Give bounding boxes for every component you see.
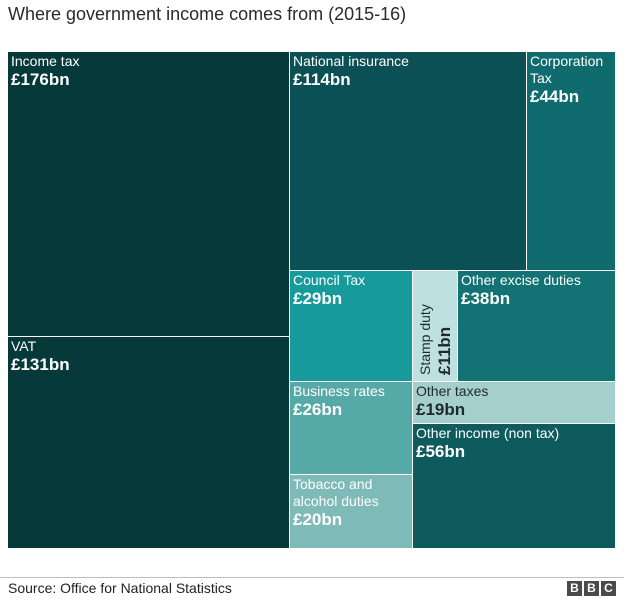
- cell-label-business-rates: Business rates: [293, 383, 385, 399]
- cell-national-insurance: National insurance£114bn: [290, 52, 526, 270]
- cell-value-vat: £131bn: [11, 355, 70, 374]
- cell-label-other-income-non-tax: Other income (non tax): [416, 425, 559, 441]
- cell-label-tobacco-and-alcohol-duties-line-1: Tobacco and: [293, 476, 372, 492]
- cell-label-national-insurance: National insurance: [293, 53, 409, 69]
- cell-rect-national-insurance: [290, 52, 526, 270]
- cell-label-other-taxes: Other taxes: [416, 383, 488, 399]
- cell-rect-corporation-tax: [527, 52, 615, 270]
- cell-label-stamp-duty: Stamp duty: [417, 304, 433, 375]
- cell-value-other-taxes: £19bn: [416, 400, 465, 419]
- chart-title: Where government income comes from (2015…: [8, 4, 407, 24]
- cell-value-income-tax: £176bn: [11, 70, 70, 89]
- cell-vat: VAT£131bn: [8, 337, 289, 548]
- cell-label-corporation-tax-line-1: Corporation: [530, 53, 603, 69]
- logo-letter-c: C: [601, 581, 616, 596]
- logo-letter-b1: B: [567, 581, 582, 596]
- cell-value-other-income-non-tax: £56bn: [416, 442, 465, 461]
- cell-other-income-non-tax: Other income (non tax)£56bn: [413, 424, 615, 548]
- cell-stamp-duty: Stamp duty £11bn: [413, 271, 457, 381]
- bbc-logo: B B C: [567, 581, 616, 596]
- cell-value-other-excise-duties: £38bn: [461, 289, 510, 308]
- cell-business-rates: Business rates£26bn: [290, 382, 412, 474]
- cell-rect-vat: [8, 337, 289, 548]
- cell-label-other-excise-duties: Other excise duties: [461, 272, 581, 288]
- cell-value-council-tax: £29bn: [293, 289, 342, 308]
- cell-council-tax: Council Tax£29bn: [290, 271, 412, 381]
- cell-rect-council-tax: [290, 271, 412, 381]
- cell-value-corporation-tax: £44bn: [530, 87, 579, 106]
- cell-value-business-rates: £26bn: [293, 400, 342, 419]
- logo-letter-b2: B: [584, 581, 599, 596]
- cell-rect-stamp-duty: [413, 271, 457, 381]
- cell-rect-business-rates: [290, 382, 412, 474]
- cell-label-corporation-tax-line-2: Tax: [530, 70, 552, 86]
- cell-rect-other-income-non-tax: [413, 424, 615, 548]
- footer-divider: [0, 577, 624, 578]
- cell-label-tobacco-and-alcohol-duties-line-2: alcohol duties: [293, 493, 379, 509]
- cell-label-vat: VAT: [11, 338, 37, 354]
- cell-label-council-tax: Council Tax: [293, 272, 365, 288]
- cell-rect-other-taxes: [413, 382, 615, 423]
- cell-rect-income-tax: [8, 52, 289, 336]
- cell-rect-other-excise-duties: [458, 271, 615, 381]
- cell-other-taxes: Other taxes£19bn: [413, 382, 615, 423]
- cell-value-tobacco-and-alcohol-duties: £20bn: [293, 510, 342, 529]
- cell-value-stamp-duty: £11bn: [435, 327, 454, 375]
- cell-other-excise-duties: Other excise duties£38bn: [458, 271, 615, 381]
- cell-value-national-insurance: £114bn: [293, 70, 351, 89]
- cell-rect-tobacco-and-alcohol-duties: [290, 475, 412, 548]
- cell-label-income-tax: Income tax: [11, 53, 79, 69]
- source-note: Source: Office for National Statistics: [8, 580, 232, 596]
- cell-income-tax: Income tax£176bn: [8, 52, 289, 336]
